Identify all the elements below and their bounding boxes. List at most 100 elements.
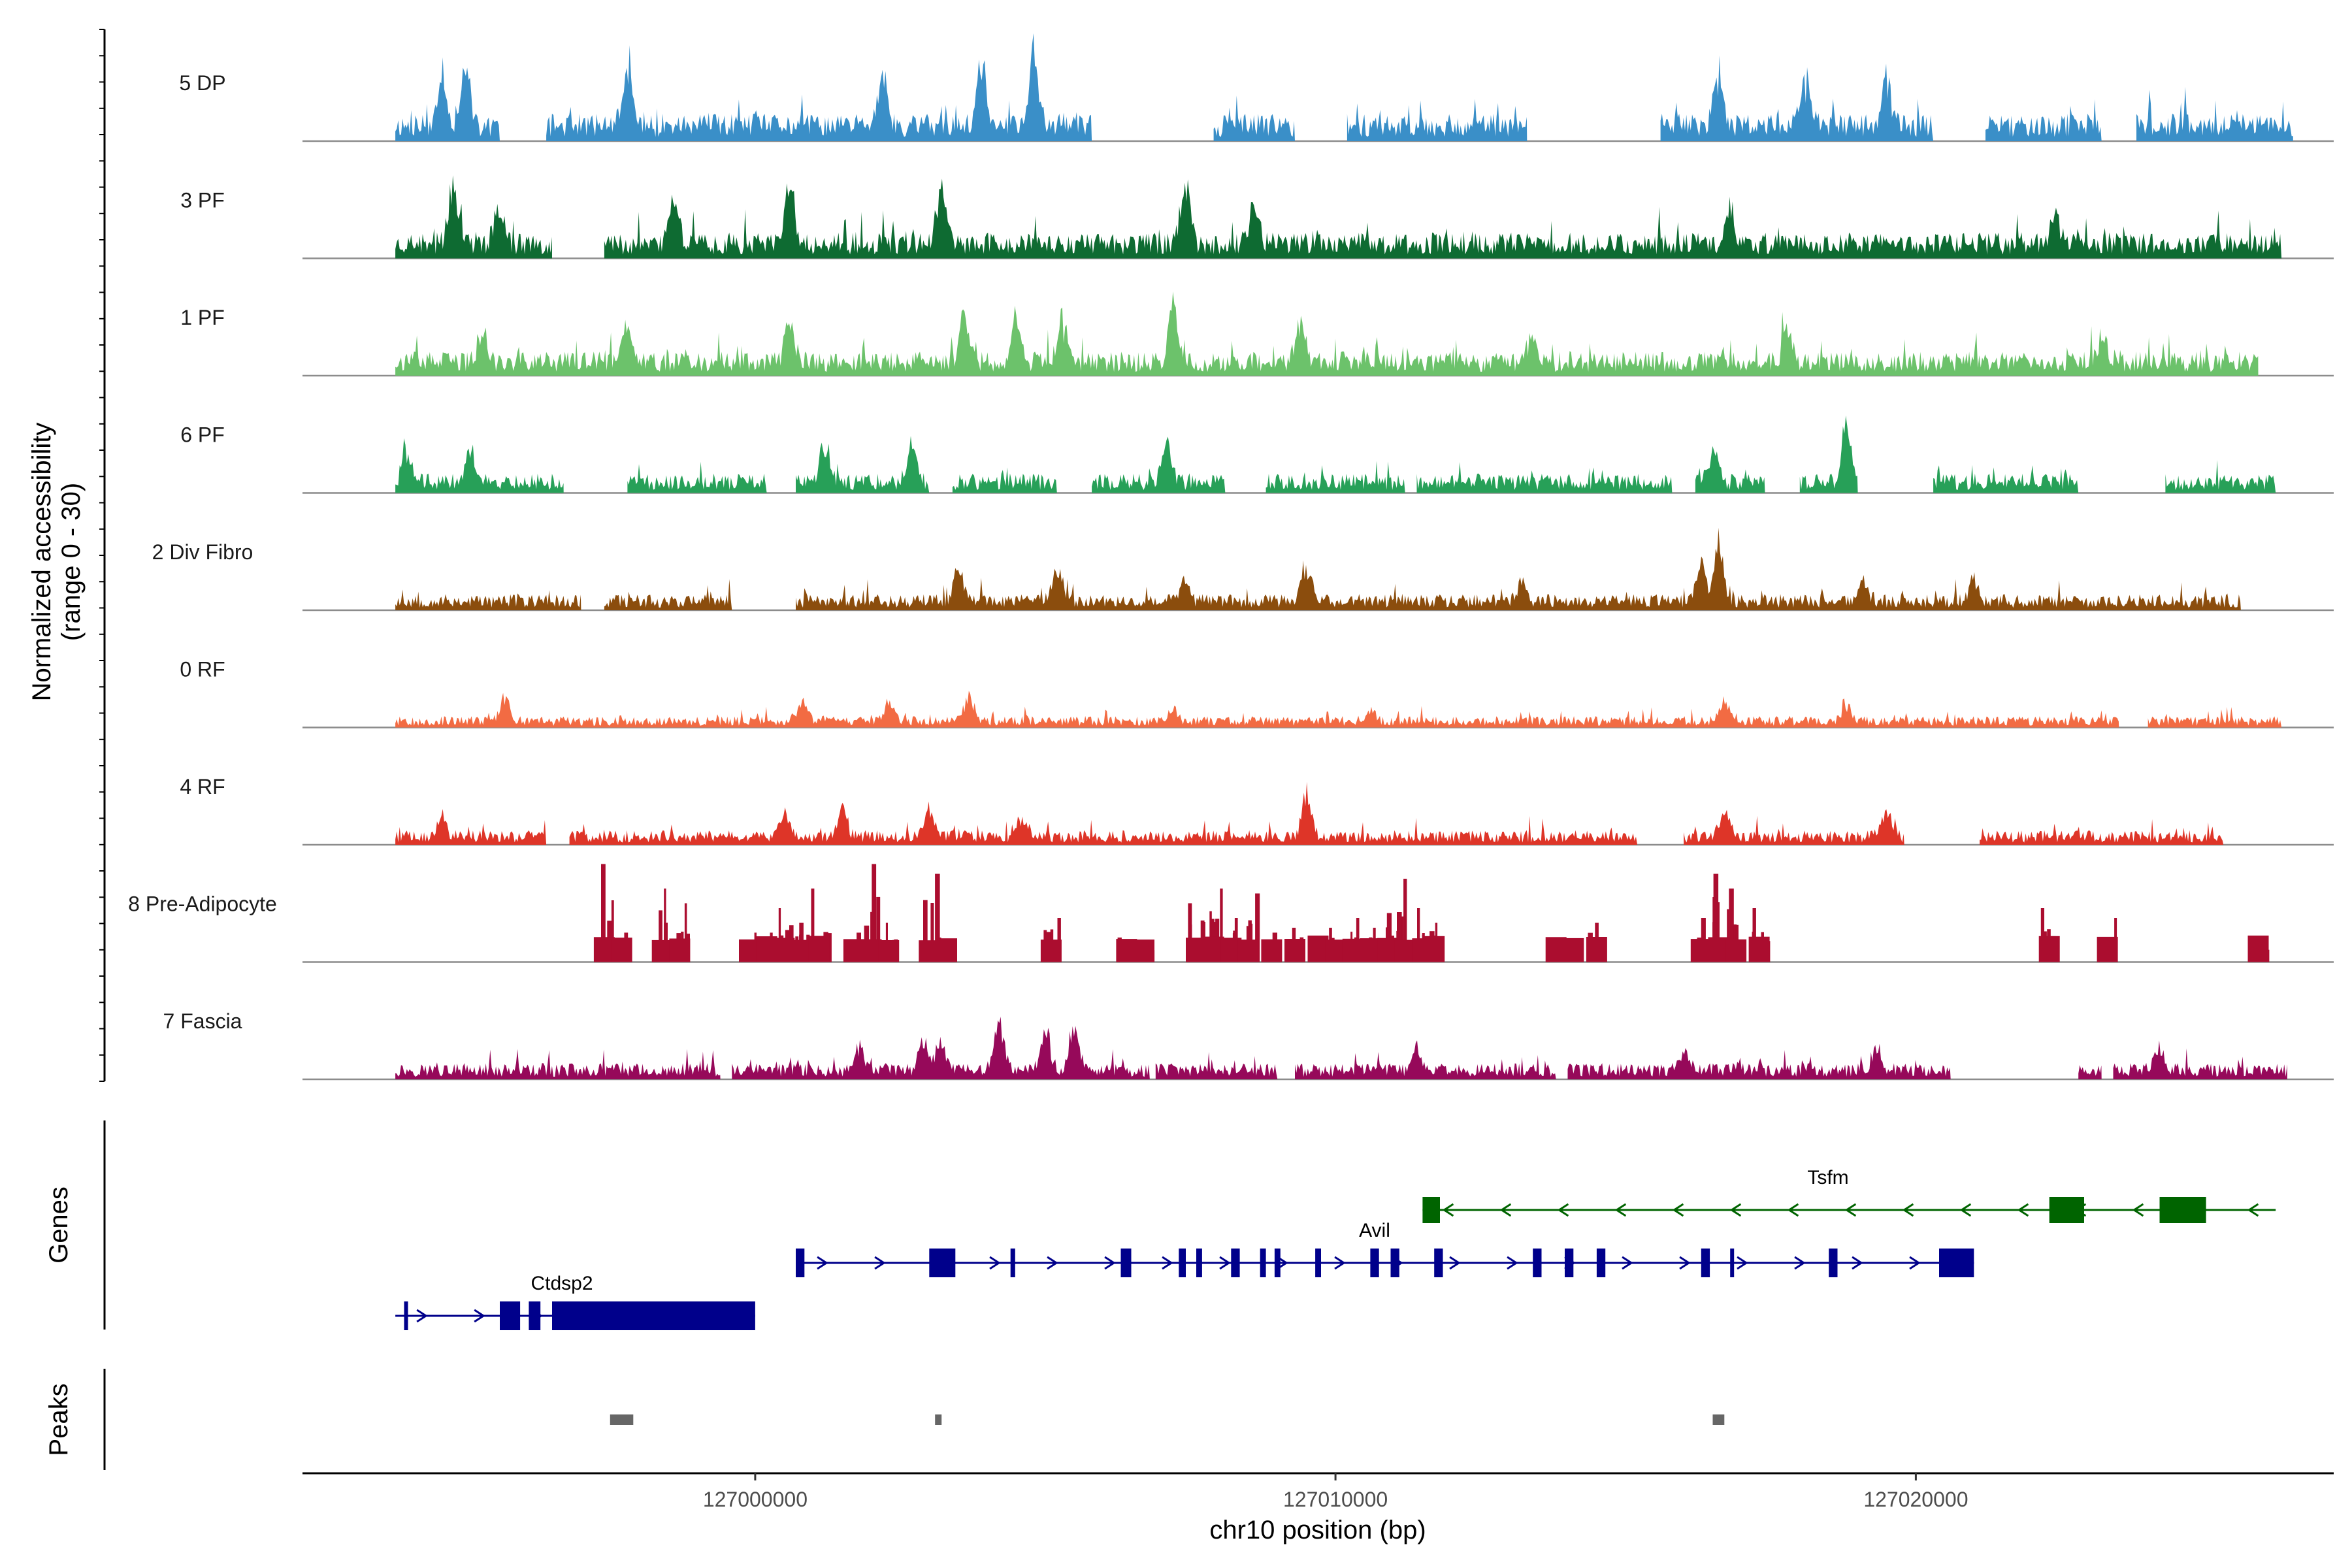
strand-arrow xyxy=(1622,1256,1633,1270)
spike-cluster xyxy=(593,864,615,962)
strand-arrow xyxy=(1794,1256,1806,1270)
coverage-area xyxy=(604,579,732,610)
x-axis-title: chr10 position (bp) xyxy=(1209,1516,1426,1544)
coverage-area xyxy=(732,1017,1150,1079)
exon xyxy=(529,1301,541,1330)
track-label: 6 PF xyxy=(180,423,225,447)
track-label: 8 Pre-Adipocyte xyxy=(128,892,277,916)
gene-ctdsp2 xyxy=(395,1301,755,1330)
coverage-spike xyxy=(811,889,815,962)
coverage-area xyxy=(1295,1040,1556,1079)
strand-arrow xyxy=(1449,1256,1461,1270)
coverage-area xyxy=(604,178,2282,259)
x-tick-label: 127010000 xyxy=(1283,1488,1388,1511)
coverage-spike-base xyxy=(651,939,673,962)
strand-arrow xyxy=(1162,1256,1173,1270)
coverage-spike xyxy=(935,874,940,962)
strand-arrow xyxy=(1104,1256,1116,1270)
coverage-spike-base xyxy=(860,939,882,962)
spike-cluster xyxy=(756,932,777,962)
coverage-area xyxy=(952,467,1057,493)
track-7: 4 RF xyxy=(180,775,2334,846)
coverage-spike-base xyxy=(919,940,940,962)
coverage-area xyxy=(1347,99,1527,141)
coverage-spike-base xyxy=(1261,939,1282,962)
track-9: 7 Fascia xyxy=(163,1009,2334,1081)
coverage-area xyxy=(796,436,930,493)
coverage-spike xyxy=(659,910,662,962)
coverage-spike-base xyxy=(1203,936,1224,962)
coverage-area xyxy=(2136,87,2293,141)
coverage-area xyxy=(1092,436,1226,493)
track-label: 0 RF xyxy=(180,658,225,681)
coverage-spike-base xyxy=(1394,939,1416,962)
exon xyxy=(1370,1249,1379,1277)
spike-cluster xyxy=(878,923,900,962)
exon xyxy=(1315,1249,1321,1277)
strand-arrow xyxy=(416,1309,428,1323)
spike-cluster xyxy=(936,938,957,962)
gene-label-avil: Avil xyxy=(1359,1220,1390,1241)
coverage-area xyxy=(1660,56,1934,141)
track-4: 6 PF xyxy=(180,416,2334,494)
exon xyxy=(1701,1249,1710,1277)
strand-arrow xyxy=(2017,1203,2029,1217)
spike-cluster xyxy=(1748,908,1771,962)
x-axis: 127000000 127010000 127020000 chr10 positi… xyxy=(302,1472,2334,1544)
coverage-area xyxy=(1695,446,1765,493)
gene-label-ctdsp2: Ctdsp2 xyxy=(531,1273,593,1294)
coverage-spike xyxy=(1715,902,1720,962)
coverage-spike-base xyxy=(1424,936,1445,962)
strand-arrow xyxy=(1787,1203,1799,1217)
coverage-area xyxy=(2113,1040,2287,1079)
peak-region xyxy=(610,1414,634,1425)
strand-arrow xyxy=(2132,1203,2144,1217)
coverage-area xyxy=(2148,707,2282,728)
coverage-spike-base xyxy=(1586,937,1607,962)
coverage-spike-base xyxy=(593,937,615,962)
exon xyxy=(404,1301,408,1330)
track-1: 5 DP xyxy=(179,33,2334,142)
exon xyxy=(1829,1249,1838,1277)
coverage-spike xyxy=(778,908,781,962)
gene-tsfm xyxy=(1422,1197,2276,1223)
spike-cluster xyxy=(1203,889,1224,962)
peak-regions xyxy=(610,1414,1725,1425)
coverage-spike-base xyxy=(1040,939,1062,962)
exon xyxy=(552,1301,755,1330)
track-label: 4 RF xyxy=(180,775,225,798)
track-3: 1 PF xyxy=(180,291,2334,377)
spike-cluster xyxy=(2247,936,2270,962)
spike-cluster xyxy=(669,903,691,962)
exon xyxy=(1730,1249,1735,1277)
coverage-spike xyxy=(601,864,606,962)
coverage-spike xyxy=(611,900,614,962)
spike-cluster xyxy=(808,889,832,962)
spike-cluster xyxy=(2038,908,2060,962)
coverage-spike-base xyxy=(2247,936,2269,962)
spike-cluster xyxy=(651,889,673,962)
coverage-spike-base xyxy=(669,938,691,962)
coverage-spike-base xyxy=(611,938,632,962)
x-axis-ticks: 127000000 127010000 127020000 xyxy=(703,1473,1968,1511)
strand-arrow xyxy=(1729,1203,1742,1217)
strand-arrow xyxy=(1902,1203,1914,1217)
exon xyxy=(1196,1249,1202,1277)
strand-arrow xyxy=(1959,1203,1972,1217)
track-label: 7 Fascia xyxy=(163,1009,242,1033)
coverage-spike xyxy=(923,900,928,962)
coverage-panel: Normalized accessibility (range 0 - 30) … xyxy=(27,29,2334,1082)
spike-cluster xyxy=(919,874,940,962)
strand-arrow xyxy=(1507,1256,1518,1270)
coverage-spike-base xyxy=(1360,938,1381,962)
strand-arrow xyxy=(989,1256,1001,1270)
spike-cluster xyxy=(1237,893,1260,962)
coverage-area xyxy=(1567,1043,1951,1079)
exon xyxy=(1120,1249,1132,1277)
coverage-area xyxy=(1799,416,1858,493)
coverage-area xyxy=(546,33,1092,141)
coverage-spike-base xyxy=(2097,936,2118,962)
gene-avil xyxy=(796,1249,1974,1277)
